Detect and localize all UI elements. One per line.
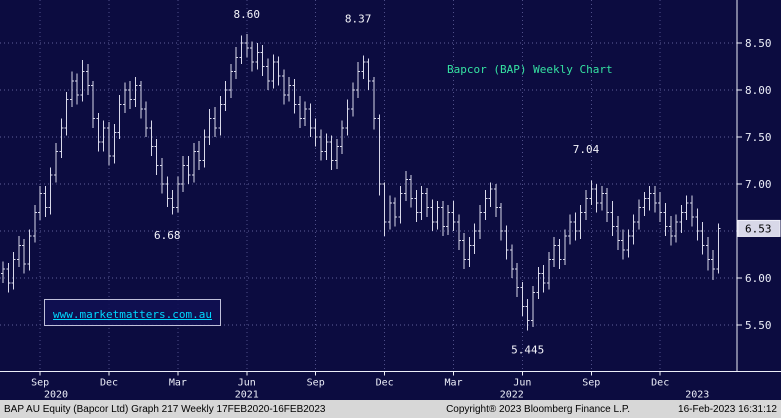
status-timestamp: 16-Feb-2023 16:31:12 [678,403,777,415]
year-tick-label: 2020 [44,390,68,401]
price-tick-label: 7.00 [745,178,772,191]
price-annotation: 6.68 [154,229,181,242]
month-tick-label: Sep [582,378,600,389]
year-tick-label: 2021 [235,390,259,401]
month-tick-label: Dec [376,378,394,389]
status-security-info: BAP AU Equity (Bapcor Ltd) Graph 217 Wee… [4,403,326,415]
price-annotation: 5.445 [511,343,544,356]
price-tick-label: 7.50 [745,131,772,144]
ohlc-bars [1,33,721,331]
month-tick-label: Mar [444,378,462,389]
status-copyright: Copyright® 2023 Bloomberg Finance L.P. [446,403,631,415]
month-tick-label: Sep [307,378,325,389]
price-tick-label: 8.50 [745,37,772,50]
price-tick-label: 5.50 [745,319,772,332]
month-tick-label: Dec [100,378,118,389]
price-annotation: 8.60 [234,8,261,21]
price-annotation: 7.04 [573,143,600,156]
watermark-link[interactable]: www.marketmatters.com.au [53,308,212,321]
watermark-box: www.marketmatters.com.au [44,299,221,326]
price-tick-label: 8.00 [745,84,772,97]
month-tick-label: Mar [169,378,187,389]
month-tick-label: Dec [651,378,669,389]
year-tick-label: 2022 [500,390,524,401]
year-tick-label: 2023 [685,390,709,401]
price-chart: 8.508.007.507.006.506.005.50SepDecMarJun… [0,0,781,400]
status-bar: BAP AU Equity (Bapcor Ltd) Graph 217 Wee… [0,400,781,418]
month-tick-label: Jun [513,378,531,389]
last-price-label: 6.53 [745,222,772,235]
chart-title: Bapcor (BAP) Weekly Chart [447,63,613,76]
last-price-badge [737,219,781,237]
month-tick-label: Jun [238,378,256,389]
price-annotation: 8.37 [345,13,372,26]
month-tick-label: Sep [31,378,49,389]
price-tick-label: 6.00 [745,272,772,285]
